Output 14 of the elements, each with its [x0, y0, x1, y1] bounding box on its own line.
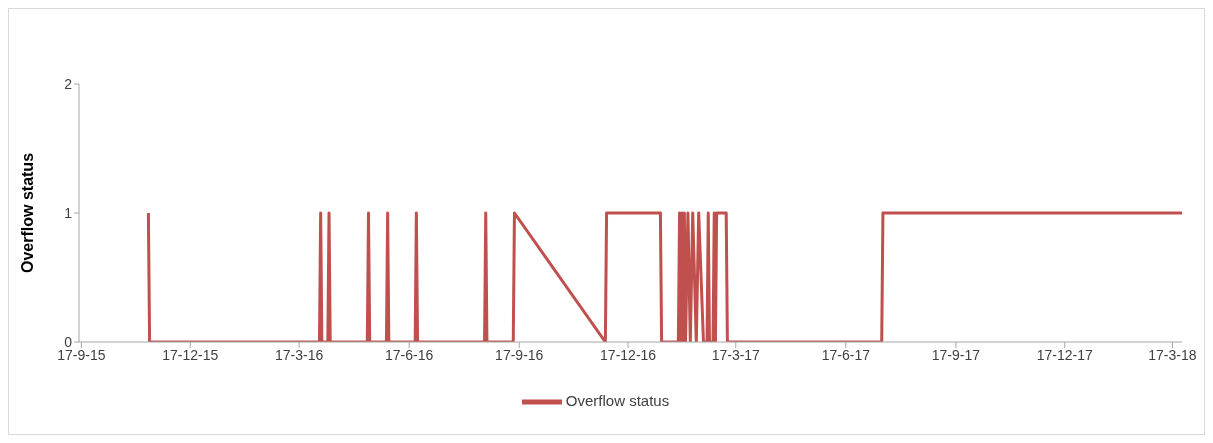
x-tick-label: 17-6-16 — [385, 346, 434, 363]
x-tick-label: 17-12-15 — [162, 346, 219, 363]
x-tick-label: 17-12-16 — [600, 346, 657, 363]
y-tick-label: 1 — [64, 204, 73, 221]
x-tick-label: 17-6-17 — [821, 346, 871, 363]
x-tick-label: 17-9-16 — [495, 346, 544, 363]
x-tick-label: 17-3-16 — [274, 346, 324, 363]
legend-label: Overflow status — [565, 391, 670, 409]
y-axis-title: Overflow status — [18, 152, 36, 273]
x-tick-label: 17-12-17 — [1036, 346, 1093, 363]
y-tick-label: 2 — [64, 75, 73, 92]
x-tick-label: 17-3-18 — [1148, 346, 1197, 363]
x-tick-label: 17-9-17 — [931, 346, 981, 363]
x-tick-label: 17-3-17 — [711, 346, 761, 363]
